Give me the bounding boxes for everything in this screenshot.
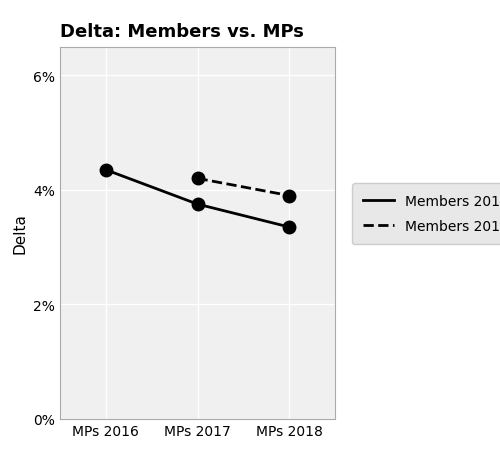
Line: Members 2016: Members 2016 [100,164,296,234]
Text: Delta: Members vs. MPs: Delta: Members vs. MPs [60,22,304,40]
Legend: Members 2016, Members 2017: Members 2016, Members 2017 [352,184,500,245]
Members 2016 [194,202,200,208]
Members 2016 [103,168,109,173]
Members 2017 [194,176,200,182]
Members 2016 [286,225,292,230]
Line: Members 2017: Members 2017 [191,173,296,202]
Y-axis label: Delta: Delta [12,213,28,254]
Members 2017 [286,193,292,199]
